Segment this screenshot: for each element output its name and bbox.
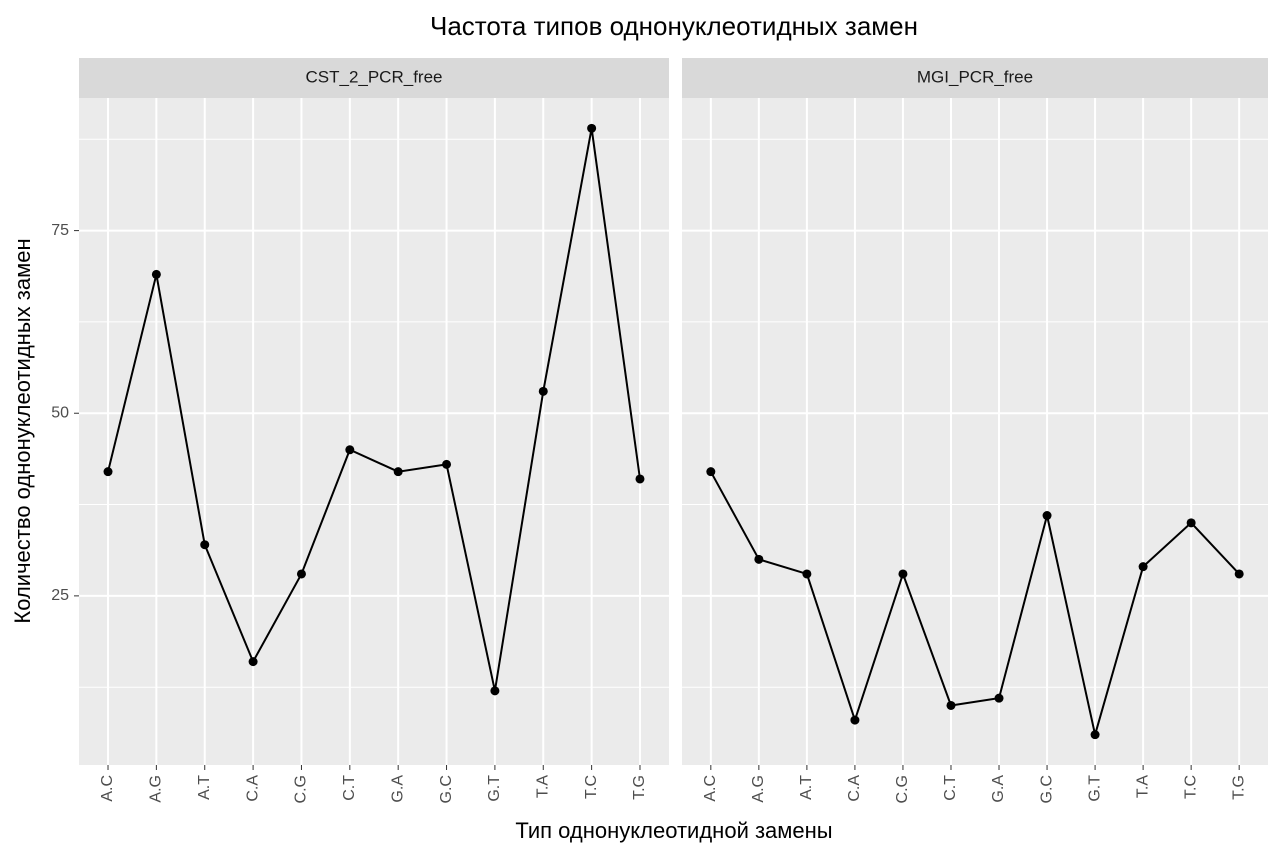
- y-tick-label: 50: [51, 404, 69, 421]
- x-tick-label: G.C: [438, 775, 455, 803]
- point: [635, 474, 645, 484]
- x-tick-label: G.T: [1086, 775, 1103, 802]
- strip-label: MGI_PCR_free: [917, 67, 1033, 86]
- x-tick-label: G.A: [389, 775, 406, 803]
- point: [898, 569, 908, 579]
- x-tick-label: A.T: [196, 775, 213, 800]
- x-tick-label: C.G: [293, 775, 310, 803]
- x-tick-label: T.G: [1230, 775, 1247, 800]
- point: [442, 459, 452, 469]
- chart-title: Частота типов однонуклеотидных замен: [430, 11, 918, 41]
- point: [1234, 569, 1244, 579]
- point: [850, 715, 860, 725]
- panel-background: [79, 98, 669, 765]
- x-tick-label: C.G: [894, 775, 911, 803]
- point: [103, 467, 113, 477]
- x-tick-label: G.T: [486, 775, 503, 802]
- point: [994, 693, 1004, 703]
- x-tick-label: C.A: [244, 775, 261, 802]
- point: [248, 657, 258, 667]
- point: [587, 123, 597, 133]
- x-tick-label: A.C: [99, 775, 116, 802]
- x-tick-label: C.T: [341, 775, 358, 801]
- x-tick-label: C.T: [942, 775, 959, 801]
- point: [946, 700, 956, 710]
- line: [709, 471, 1240, 735]
- x-tick-label: G.A: [990, 775, 1007, 803]
- point: [754, 554, 764, 564]
- x-tick-label: T.A: [1134, 775, 1151, 798]
- line: [107, 128, 641, 692]
- y-axis-label: Количество однонуклеотидных замен: [10, 238, 35, 623]
- point: [393, 467, 403, 477]
- point: [296, 569, 306, 579]
- point: [151, 269, 161, 279]
- point: [1042, 511, 1052, 521]
- panel-background: [682, 98, 1268, 765]
- point: [802, 569, 812, 579]
- strip-background: [79, 58, 669, 98]
- x-tick-label: T.A: [534, 775, 551, 798]
- point: [490, 686, 500, 696]
- x-tick-label: C.A: [846, 775, 863, 802]
- strip-background: [682, 58, 1268, 98]
- x-axis-label: Тип однонуклеотидной замены: [515, 818, 832, 843]
- x-tick-label: T.G: [631, 775, 648, 800]
- x-tick-label: A.G: [148, 775, 165, 803]
- y-tick-label: 25: [51, 587, 69, 604]
- x-tick-label: A.T: [798, 775, 815, 800]
- point: [1090, 730, 1100, 740]
- x-tick-label: T.C: [1182, 775, 1199, 799]
- point: [345, 445, 355, 455]
- point: [1138, 562, 1148, 572]
- strip-label: CST_2_PCR_free: [305, 67, 442, 86]
- x-tick-label: A.C: [702, 775, 719, 802]
- point: [1186, 518, 1196, 528]
- x-tick-label: T.C: [583, 775, 600, 799]
- x-tick-label: G.C: [1038, 775, 1055, 803]
- point: [538, 386, 548, 396]
- y-tick-label: 75: [51, 222, 69, 239]
- point: [706, 467, 716, 477]
- x-tick-label: A.G: [750, 775, 767, 803]
- point: [200, 540, 210, 550]
